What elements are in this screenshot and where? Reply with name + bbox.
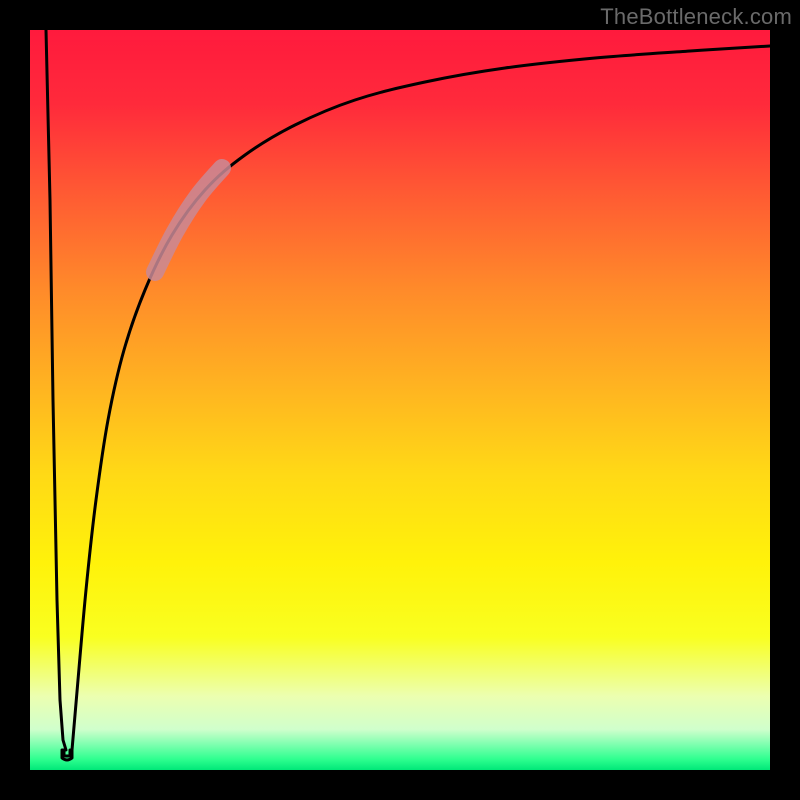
- chart-container: TheBottleneck.com: [0, 0, 800, 800]
- bottleneck-chart: [0, 0, 800, 800]
- watermark-text: TheBottleneck.com: [600, 4, 792, 30]
- gradient-background: [30, 30, 770, 770]
